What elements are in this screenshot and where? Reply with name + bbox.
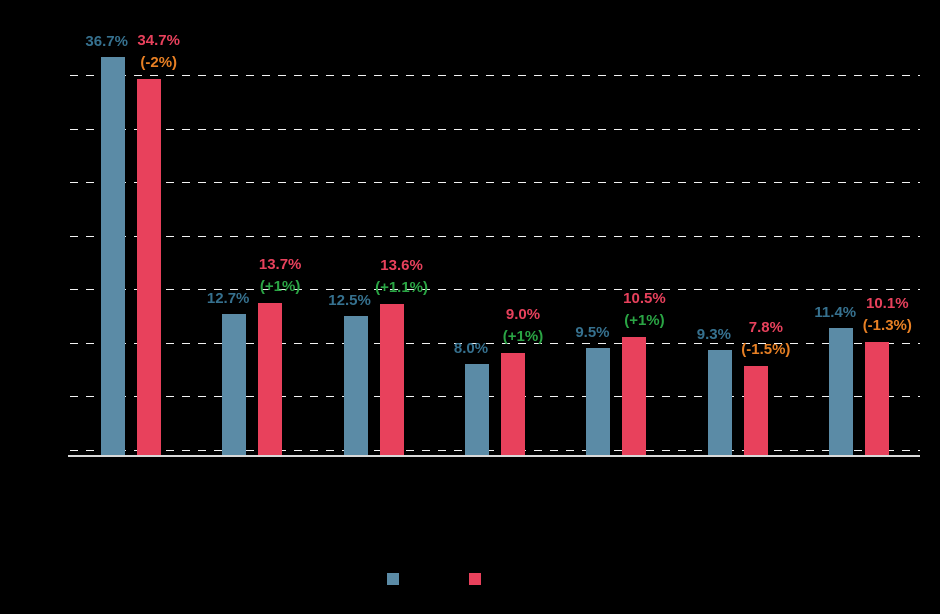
change-label: (+1%) (259, 278, 301, 296)
gridline-15pct (70, 289, 920, 291)
bar-series1-group3 (343, 315, 368, 455)
change-label: (-1.3%) (862, 316, 912, 334)
bar-series2-group3 (379, 304, 404, 455)
change-label: (+1.1%) (375, 279, 429, 297)
change-label: (-1.5%) (741, 341, 791, 359)
value-label-series2: 34.7% (137, 31, 180, 49)
value-label-series1: 11.4% (814, 303, 857, 321)
change-label: (-2%) (140, 53, 178, 71)
bar-series2-group1 (136, 78, 161, 455)
gridline-0pct (70, 449, 920, 451)
bar-series2-group2 (258, 303, 283, 455)
bar-series2-group6 (743, 366, 768, 455)
bar-series1-group5 (586, 347, 611, 455)
legend-swatch-series2 (469, 573, 481, 585)
x-axis-line (68, 455, 920, 457)
bar-series1-group6 (707, 350, 732, 455)
value-label-series2-block: 10.5% (+1%) (584, 288, 704, 332)
bar-series2-group4 (501, 353, 525, 455)
bar-series1-group2 (222, 313, 247, 455)
value-label-series1: 9.5% (575, 323, 610, 341)
value-label-series2: 13.7% (258, 256, 302, 274)
legend-swatch-series1 (387, 573, 399, 585)
value-label-series2-block: 10.1% (-1.3%) (827, 293, 940, 337)
gridline-30pct (70, 128, 920, 130)
value-label-series2-block: 7.8% (-1.5%) (706, 317, 826, 361)
gridline-5pct (70, 396, 920, 398)
value-label-series1: 12.7% (206, 289, 250, 307)
gridline-20pct (70, 235, 920, 237)
gridline-25pct (70, 182, 920, 184)
bar-series2-group5 (622, 337, 647, 455)
bar-series2-group7 (865, 341, 890, 455)
value-label-series2-block: 34.7% (-2%) (99, 30, 219, 74)
value-label-series2-block: 9.0% (+1%) (463, 304, 583, 348)
value-label-series2: 10.1% (866, 294, 909, 312)
bar-series1-group7 (829, 327, 854, 455)
value-label-series2: 9.0% (505, 306, 541, 324)
bar-series1-group4 (465, 364, 489, 455)
value-label-series1: 12.5% (328, 291, 371, 309)
gridline-35pct (70, 75, 920, 77)
value-label-series1: 8.0% (453, 340, 489, 357)
value-label-series2: 7.8% (748, 319, 783, 337)
value-label-series2: 13.6% (380, 257, 423, 275)
value-label-series2-block: 13.6% (+1.1%) (342, 255, 462, 299)
value-label-series1: 9.3% (696, 326, 731, 344)
change-label: (+1%) (624, 312, 665, 330)
bar-series1-group1 (100, 57, 125, 455)
value-label-series1: 36.7% (85, 33, 128, 51)
gridline-10pct (70, 342, 920, 344)
change-label: (+1%) (502, 328, 544, 346)
value-label-series2: 10.5% (623, 290, 666, 308)
value-label-series2-block: 13.7% (+1%) (220, 254, 340, 298)
